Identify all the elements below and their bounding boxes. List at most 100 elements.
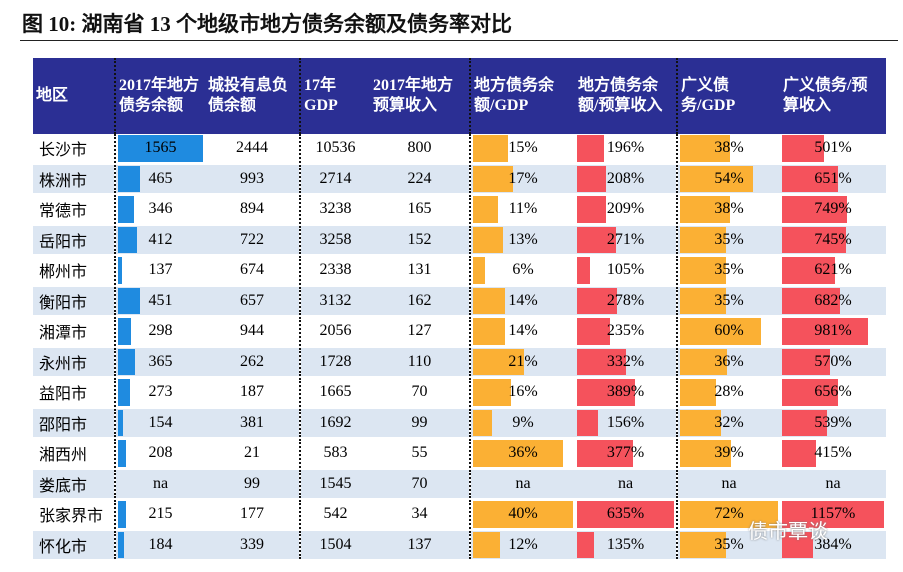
- cell-value: 187: [240, 383, 264, 401]
- data-bar: [118, 379, 130, 406]
- cell-value: 127: [407, 322, 432, 340]
- cell-value: 656%: [814, 383, 852, 401]
- value-cell: 21%: [469, 346, 575, 378]
- data-bar: [782, 379, 839, 406]
- column-header: 广义债务/GDP: [676, 58, 780, 134]
- value-cell: 389%: [575, 377, 677, 409]
- value-cell: 651%: [780, 163, 886, 195]
- cell-value: 12%: [508, 535, 538, 553]
- cell-value: 衡阳市: [39, 294, 88, 312]
- value-cell: 72%: [676, 499, 780, 531]
- value-cell: 70: [370, 468, 470, 500]
- data-bar: [782, 440, 817, 467]
- data-bar: [782, 165, 838, 192]
- cell-value: 412: [148, 230, 173, 248]
- cell-value: 235%: [606, 322, 645, 340]
- value-cell: 6%: [469, 255, 575, 287]
- cell-value: 岳阳市: [39, 233, 88, 251]
- column-header: 2017年地方债务余额: [114, 58, 205, 134]
- value-cell: 2338: [299, 255, 370, 287]
- data-bar: [118, 440, 126, 467]
- table-row: 张家界市 215 177 542 34 40% 635% 72% 1157%: [33, 499, 886, 531]
- value-cell: 235%: [575, 316, 677, 348]
- data-bar: [118, 287, 140, 314]
- value-cell: 184: [114, 529, 205, 561]
- value-cell: 1545: [299, 468, 370, 500]
- table-row: 湘潭市 298 944 2056 127 14% 235% 60% 981%: [33, 316, 886, 348]
- value-cell: 152: [370, 224, 470, 256]
- data-bar: [473, 379, 511, 406]
- region-cell: 湘西州: [33, 438, 115, 470]
- cell-value: 105%: [606, 261, 645, 279]
- value-cell: 1665: [299, 377, 370, 409]
- value-cell: 224: [370, 163, 470, 195]
- cell-value: 9%: [512, 413, 534, 431]
- data-bar: [473, 501, 573, 528]
- cell-value: 224: [407, 169, 432, 187]
- table-row: 娄底市 na 99 1545 70 na na na na: [33, 468, 886, 500]
- value-cell: 2056: [299, 316, 370, 348]
- value-cell: 39%: [676, 438, 780, 470]
- figure-title: 图 10: 湖南省 13 个地级市地方债务余额及债务率对比: [22, 12, 512, 36]
- cell-value: 35%: [714, 291, 744, 309]
- cell-value: 944: [240, 322, 264, 340]
- data-bar: [118, 409, 123, 436]
- value-cell: 17%: [469, 163, 575, 195]
- cell-value: 273: [148, 383, 173, 401]
- data-bar: [473, 226, 503, 253]
- value-cell: 1157%: [780, 499, 886, 531]
- value-cell: 40%: [469, 499, 575, 531]
- value-cell: na: [114, 468, 205, 500]
- value-cell: 339: [205, 529, 300, 561]
- data-bar: [680, 135, 730, 162]
- cell-value: 2338: [319, 261, 352, 279]
- value-cell: 14%: [469, 316, 575, 348]
- cell-value: 981%: [814, 322, 852, 340]
- cell-value: 35%: [714, 230, 744, 248]
- cell-value: 542: [323, 505, 348, 523]
- data-bar: [118, 318, 131, 345]
- value-cell: 273: [114, 377, 205, 409]
- cell-value: 2444: [236, 139, 268, 157]
- data-bar: [118, 501, 127, 528]
- value-cell: 54%: [676, 163, 780, 195]
- cell-value: 1665: [319, 383, 352, 401]
- value-cell: 135%: [575, 529, 677, 561]
- cell-value: 800: [407, 139, 432, 157]
- cell-value: 28%: [714, 383, 744, 401]
- value-cell: 993: [205, 163, 300, 195]
- value-cell: 1565: [114, 134, 205, 165]
- cell-value: 635%: [606, 505, 645, 523]
- data-bar: [782, 135, 824, 162]
- cell-value: 384%: [814, 535, 852, 553]
- column-header: 地方债务余额/GDP: [469, 58, 575, 134]
- cell-value: 339: [240, 535, 264, 553]
- cell-value: 131: [407, 261, 432, 279]
- cell-value: 332%: [606, 352, 645, 370]
- region-cell: 长沙市: [33, 134, 115, 165]
- cell-value: 271%: [606, 230, 645, 248]
- cell-value: 永州市: [39, 355, 88, 373]
- data-bar: [118, 531, 125, 558]
- cell-value: 21: [244, 444, 260, 462]
- table-row: 永州市 365 262 1728 110 21% 332% 36% 570%: [33, 346, 886, 378]
- data-bar: [118, 165, 141, 192]
- value-cell: 384%: [780, 529, 886, 561]
- region-cell: 永州市: [33, 346, 115, 378]
- value-cell: 36%: [469, 438, 575, 470]
- cell-value: 154: [148, 413, 173, 431]
- cell-value: 2714: [319, 169, 352, 187]
- data-bar: [473, 287, 506, 314]
- data-bar: [680, 318, 761, 345]
- region-cell: 娄底市: [33, 468, 115, 500]
- value-cell: 377%: [575, 438, 677, 470]
- value-cell: 346: [114, 194, 205, 226]
- value-cell: 465: [114, 163, 205, 195]
- watermark: 债市覃谈: [748, 519, 828, 543]
- cell-value: 135%: [606, 535, 645, 553]
- cell-value: 196%: [606, 139, 645, 157]
- cell-value: 娄底市: [39, 477, 88, 495]
- cell-value: 34: [411, 505, 428, 523]
- region-cell: 常德市: [33, 194, 115, 226]
- cell-value: 165: [407, 200, 432, 218]
